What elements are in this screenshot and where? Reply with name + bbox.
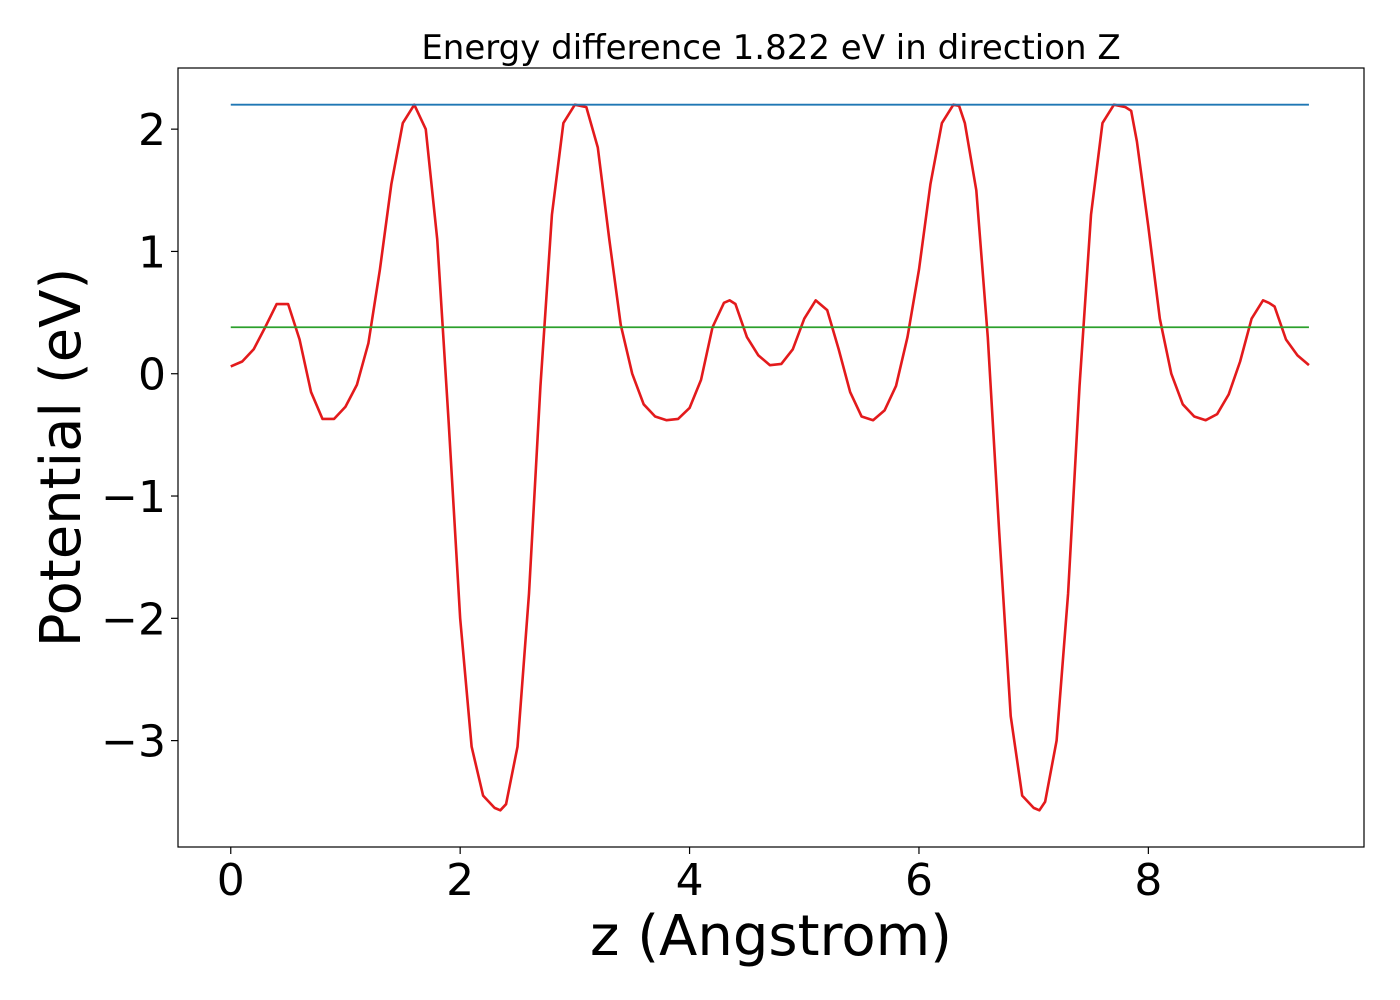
x-tick-label: 8	[1134, 855, 1162, 906]
plot-area	[177, 67, 1365, 848]
y-axis-ticks: −3 −2 −1 0 1 2	[101, 105, 178, 768]
axes-frame	[177, 67, 1365, 848]
x-tick-label: 4	[676, 855, 704, 906]
series-line-0	[230, 103, 1310, 812]
y-tick-label: −1	[101, 472, 166, 523]
series-layer	[230, 103, 1310, 812]
x-tick-label: 0	[217, 855, 245, 906]
chart-title: Energy difference 1.822 eV in direction …	[421, 28, 1120, 68]
y-tick-label: 0	[138, 350, 166, 401]
y-axis-label: Potential (eV)	[29, 268, 94, 648]
x-tick-label: 2	[446, 855, 474, 906]
x-axis-label: z (Angstrom)	[590, 904, 952, 969]
y-tick-label: 1	[138, 227, 166, 278]
x-tick-label: 6	[905, 855, 933, 906]
y-tick-label: 2	[138, 105, 166, 156]
x-axis-ticks: 0 2 4 6 8	[217, 847, 1162, 906]
y-tick-label: −3	[101, 717, 166, 768]
y-tick-label: −2	[101, 594, 166, 645]
